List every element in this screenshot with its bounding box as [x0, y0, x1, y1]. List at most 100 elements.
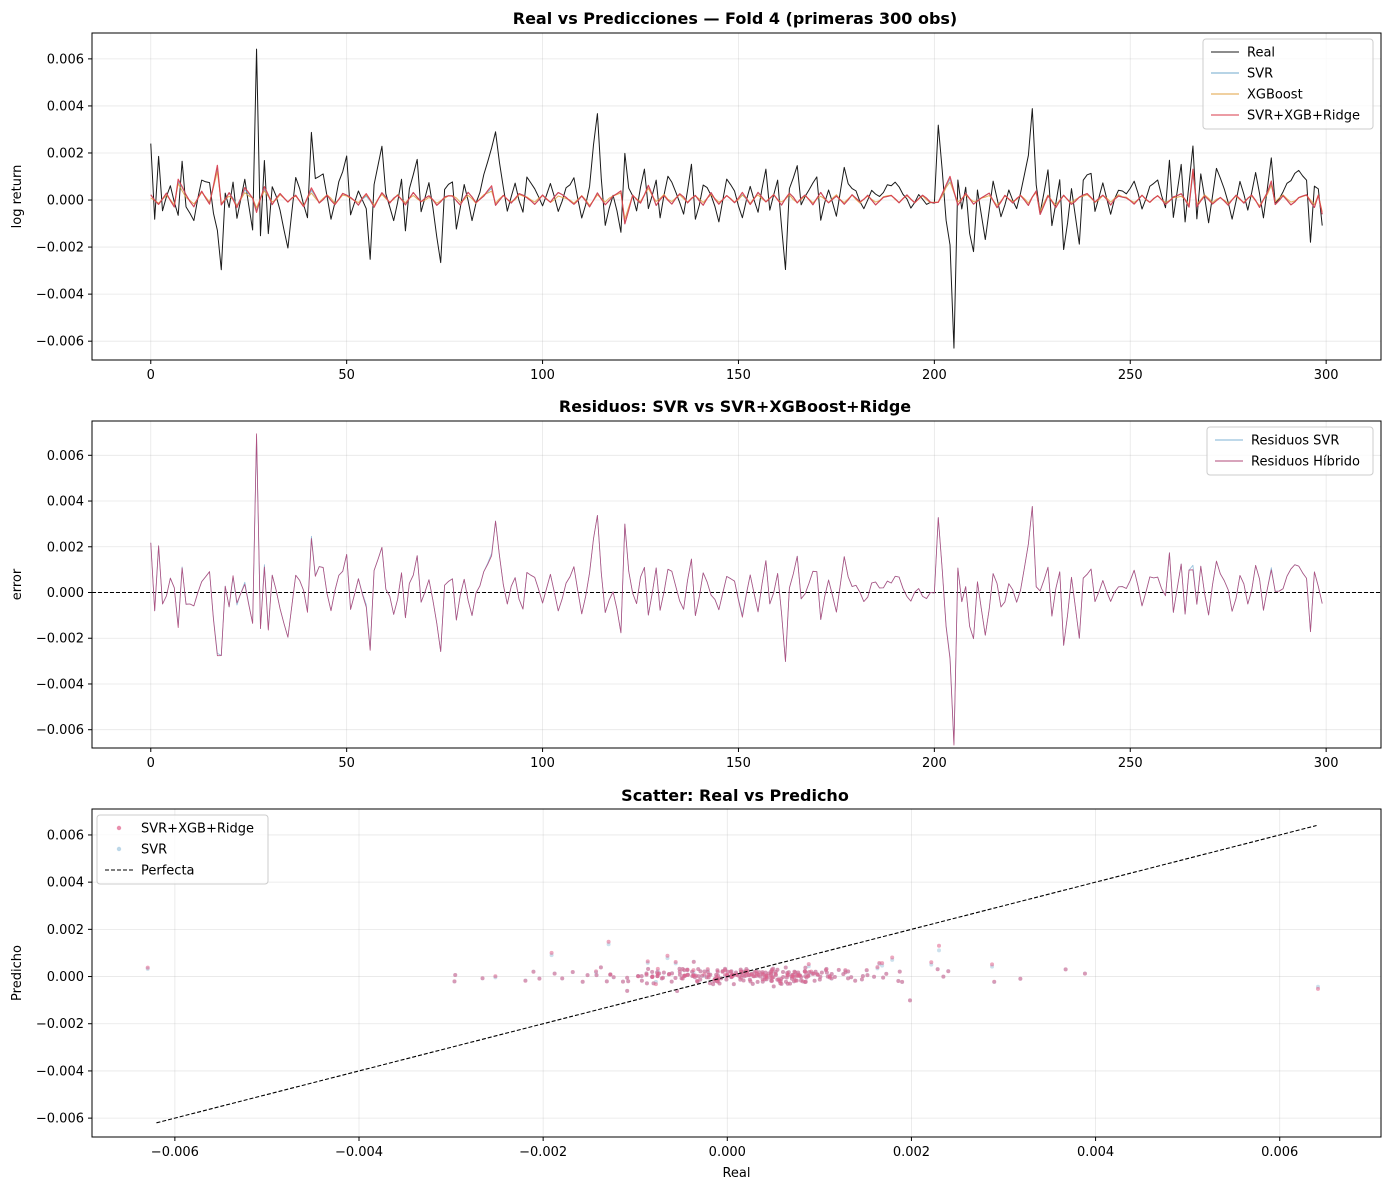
hybrid-point — [690, 969, 695, 974]
x-tick-label: 50 — [338, 368, 355, 383]
y-tick-label: −0.004 — [36, 288, 84, 303]
hybrid-point — [849, 975, 854, 980]
x-tick-label: 0.006 — [1261, 1145, 1298, 1160]
hybrid-point — [784, 979, 788, 984]
hybrid-point — [696, 967, 701, 972]
svg-text:SVR+XGB+Ridge: SVR+XGB+Ridge — [1247, 109, 1360, 124]
hybrid-point — [775, 967, 780, 972]
hybrid-point — [781, 970, 786, 974]
hybrid-point — [685, 972, 690, 977]
plot-frame — [91, 420, 1382, 749]
hybrid-point — [771, 984, 776, 989]
tick-labels: 0 50 100 150 200 250 300 −0.006 −0.004 −0.002 0.00… — [36, 52, 1339, 383]
hybrid-point — [665, 953, 670, 958]
hybrid-point — [523, 978, 528, 983]
legend-entry-xgboost: XGBoost — [1211, 88, 1303, 103]
hybrid-point — [757, 970, 762, 975]
x-tick-label: 300 — [1314, 756, 1339, 771]
hybrid-point — [580, 979, 585, 984]
hybrid-point — [864, 968, 869, 973]
legend-entry-hybrid: SVR+XGB+Ridge — [1211, 109, 1360, 124]
hybrid-point — [691, 959, 696, 964]
tick-labels: 0 50 100 150 200 250 300 −0.006 −0.004 −0.002 0.00… — [36, 449, 1339, 771]
hybrid-point — [636, 974, 641, 979]
hybrid-point — [552, 971, 557, 976]
hybrid-point — [585, 973, 590, 978]
x-tick-label: 300 — [1314, 368, 1339, 383]
hybrid-point — [606, 939, 611, 944]
legend: Residuos SVR Residuos Híbrido — [1206, 426, 1374, 476]
y-axis-label: Predicho — [10, 945, 25, 1001]
hybrid-point — [677, 972, 682, 977]
hybrid-point — [832, 975, 837, 979]
hybrid-point — [760, 977, 765, 982]
legend-box — [96, 814, 269, 885]
hybrid-point — [788, 981, 793, 986]
y-tick-label: 0.006 — [47, 828, 84, 843]
x-tick-label: 150 — [726, 368, 751, 383]
hybrid-point — [594, 973, 599, 978]
hybrid-point — [798, 973, 803, 978]
hybrid-point — [757, 974, 762, 979]
y-axis-label: error — [10, 568, 25, 600]
hybrid-point — [702, 972, 707, 977]
hybrid-point — [807, 970, 812, 975]
hybrid-point — [860, 974, 865, 979]
hybrid-point — [145, 965, 150, 970]
hybrid-point — [815, 972, 820, 977]
hybrid-point — [877, 960, 882, 965]
y-tick-label: 0.002 — [47, 146, 84, 161]
hybrid-point — [661, 975, 665, 980]
hybrid-point — [806, 962, 811, 967]
hybrid-point — [846, 976, 851, 981]
hybrid-point — [804, 975, 809, 980]
hybrid-point — [946, 969, 951, 974]
hybrid-point — [935, 967, 940, 972]
hybrid-point — [620, 979, 625, 984]
hybrid-point — [625, 988, 630, 993]
hybrid-point — [812, 978, 817, 983]
hybrid-point — [655, 966, 660, 971]
hybrid-point — [708, 972, 713, 977]
hybrid-point — [480, 976, 485, 981]
x-tick-label: 100 — [530, 756, 555, 771]
hybrid-point — [625, 975, 630, 980]
x-tick-label: 150 — [726, 756, 751, 771]
hybrid-point — [819, 970, 824, 975]
hybrid-point — [661, 970, 666, 975]
hybrid-point — [739, 975, 744, 980]
hybrid-point — [872, 974, 877, 979]
y-tick-label: 0.004 — [47, 495, 84, 510]
hybrid-point — [800, 979, 805, 984]
chart-residuos: Residuos: SVR vs SVR+XGBoost+Ridge 0 50 10… — [10, 397, 1382, 771]
svg-text:Real: Real — [1247, 46, 1275, 61]
hybrid-point — [646, 966, 651, 971]
hybrid-point — [598, 965, 603, 970]
svg-text:SVR: SVR — [1247, 67, 1273, 82]
hybrid-point — [537, 976, 542, 981]
hybrid-point — [639, 974, 644, 979]
hybrid-point — [691, 973, 696, 978]
svg-text:XGBoost: XGBoost — [1247, 88, 1303, 103]
hybrid-point — [750, 981, 755, 986]
x-tick-label: 0.000 — [709, 1145, 746, 1160]
svr-point — [937, 948, 941, 953]
hybrid-point — [685, 967, 690, 972]
legend-entry-hybrid: SVR+XGB+Ridge — [116, 822, 254, 837]
hybrid-point — [594, 969, 599, 974]
hybrid-point — [705, 969, 710, 974]
hybrid-point — [853, 978, 858, 983]
x-axis-label: Real — [722, 1166, 750, 1181]
x-tick-label: −0.004 — [335, 1145, 383, 1160]
legend-entry-residuos-hibrido: Residuos Híbrido — [1215, 455, 1360, 470]
hybrid-point — [890, 955, 895, 960]
plot-frame — [91, 32, 1382, 361]
chart-scatter: Scatter: Real vs Predicho −0.006 −0.004 −0… — [10, 786, 1382, 1181]
perfect-line — [156, 824, 1317, 1124]
y-tick-label: −0.004 — [36, 1064, 84, 1079]
hybrid-point — [836, 967, 841, 972]
hybrid-point — [707, 981, 712, 986]
x-tick-label: 250 — [1118, 368, 1143, 383]
y-tick-label: −0.002 — [36, 1017, 84, 1032]
legend-entry-svr: SVR — [1211, 67, 1273, 82]
